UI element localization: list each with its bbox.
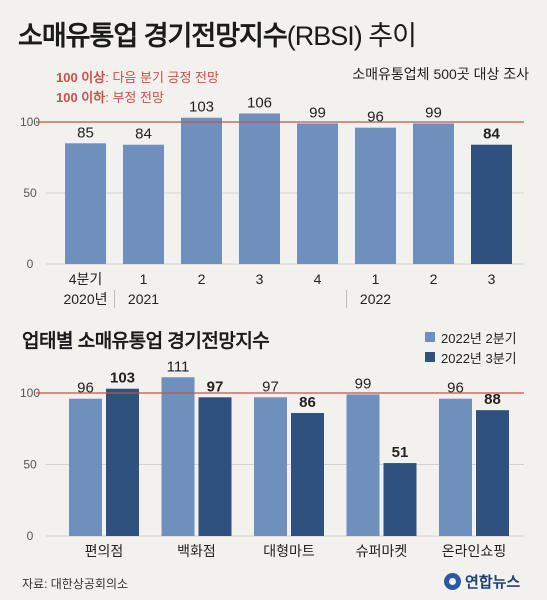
legend-swatch-q3 (425, 352, 435, 362)
legend: 2022년 2분기 2022년 3분기 (425, 327, 517, 367)
note-positive: 100 이상: 다음 분기 긍정 전망 (56, 70, 219, 85)
data-label: 96 (447, 380, 464, 397)
bar-편의점-2022년 3분기 (106, 388, 139, 536)
data-label: 96 (367, 109, 384, 126)
bar-1-5 (355, 127, 396, 265)
bar-3-7 (471, 144, 512, 264)
data-label: 96 (77, 380, 94, 397)
logo: 연합뉴스 (444, 571, 520, 592)
data-label: 106 (247, 94, 272, 111)
x-tick-label: 슈퍼마켓 (356, 543, 408, 559)
bar-1-1 (123, 144, 164, 264)
data-label: 99 (355, 375, 372, 392)
bar-대형마트-2022년 3분기 (291, 413, 324, 536)
bar-4-4 (297, 123, 338, 264)
sector-chart-title: 업태별 소매유통업 경기전망지수 (22, 331, 270, 352)
data-label: 103 (110, 370, 135, 387)
x-tick-label: 백화점 (177, 543, 216, 559)
x-tick-label: 대형마트 (263, 543, 315, 559)
legend-item-q3: 2022년 3분기 (425, 347, 517, 367)
data-label: 84 (135, 126, 152, 143)
y-tick-label: 0 (27, 529, 34, 543)
bar-온라인쇼핑-2022년 3분기 (476, 410, 509, 536)
x-tick-label: 온라인쇼핑 (442, 543, 506, 559)
y-tick-label: 50 (23, 186, 37, 200)
bar-온라인쇼핑-2022년 2분기 (439, 398, 472, 536)
x-tick-label: 1 (140, 271, 148, 287)
bar-백화점-2022년 2분기 (161, 377, 195, 536)
bar-4분기-0 (65, 143, 106, 264)
x-tick-label: 4분기 (69, 271, 103, 287)
data-label: 84 (483, 126, 500, 143)
data-label: 99 (309, 104, 326, 121)
legend-item-q2: 2022년 2분기 (425, 327, 517, 347)
bar-슈퍼마켓-2022년 2분기 (346, 394, 380, 536)
bar-2-6 (413, 123, 454, 264)
bar-백화점-2022년 3분기 (198, 397, 232, 536)
logo-text: 연합뉴스 (465, 574, 521, 591)
data-label: 99 (425, 104, 442, 121)
data-label: 86 (299, 394, 316, 411)
x-tick-label: 1 (372, 271, 380, 287)
x-tick-label: 2 (198, 271, 206, 287)
data-label: 51 (392, 444, 409, 461)
y-tick-label: 100 (20, 115, 40, 129)
note-negative: 100 이하: 부정 전망 (56, 90, 164, 105)
data-label: 103 (189, 99, 214, 116)
year-label: 2021 (128, 291, 159, 307)
y-tick-label: 100 (20, 386, 40, 400)
bar-2-2 (181, 117, 222, 265)
bar-3-3 (239, 113, 280, 264)
bar-대형마트-2022년 2분기 (254, 397, 287, 536)
data-label: 88 (484, 391, 501, 408)
x-tick-label: 3 (256, 271, 264, 287)
legend-label-q3: 2022년 3분기 (441, 350, 517, 366)
data-label: 111 (167, 358, 190, 375)
logo-icon (444, 573, 461, 590)
x-tick-label: 3 (488, 271, 496, 287)
year-label: 2022 (360, 291, 391, 307)
y-tick-label: 50 (23, 458, 37, 472)
page-title: 소매유통업 경기전망지수(RBSI) 추이 (18, 21, 417, 51)
bar-슈퍼마켓-2022년 3분기 (383, 463, 417, 536)
data-label: 85 (77, 124, 94, 141)
bar-편의점-2022년 2분기 (69, 398, 102, 536)
legend-label-q2: 2022년 2분기 (441, 330, 517, 346)
x-tick-label: 4 (314, 271, 322, 287)
x-tick-label: 2 (430, 271, 438, 287)
data-label: 97 (207, 378, 224, 395)
x-tick-label: 편의점 (85, 543, 124, 559)
y-tick-label: 0 (27, 257, 34, 271)
data-label: 97 (262, 378, 279, 395)
source-note: 자료: 대한상공회의소 (22, 577, 129, 591)
year-label: 2020년 (63, 291, 107, 307)
legend-swatch-q2 (425, 332, 435, 342)
subtitle: 소매유통업체 500곳 대상 조사 (352, 66, 529, 82)
